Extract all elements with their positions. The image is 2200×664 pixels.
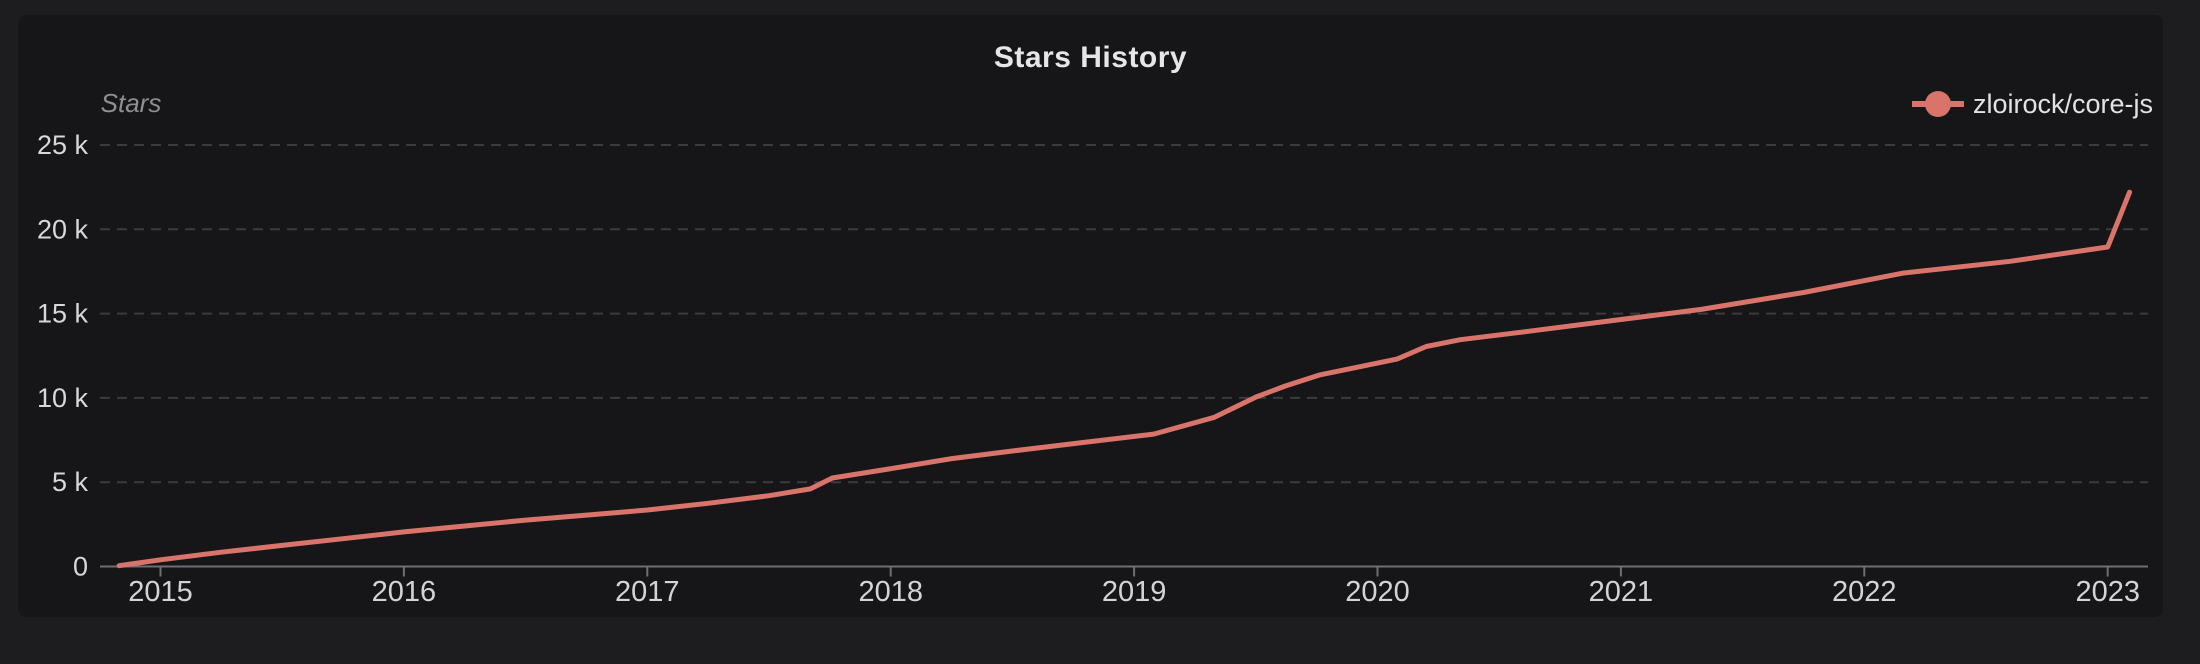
x-tick-label: 2020 xyxy=(1345,576,1410,608)
chart-card: Stars History zloirock/core-js 0 5 k 10 k 1… xyxy=(18,15,2163,617)
x-tick-label: 2017 xyxy=(615,576,680,608)
plot-canvas[interactable]: 0 5 k 10 k 15 k 20 k 25 k Stars 2015 2016 2017 201… xyxy=(18,15,2163,617)
chart-title: Stars History xyxy=(993,41,1188,74)
y-tick-label: 0 xyxy=(73,552,88,582)
y-tick-label: 10 k xyxy=(37,383,89,413)
y-tick-label: 25 k xyxy=(37,130,89,160)
y-tick-label: 20 k xyxy=(37,214,89,244)
legend-series-label: zloirock/core-js xyxy=(1972,88,2153,119)
x-tick-label: 2023 xyxy=(2075,576,2140,608)
x-tick-label: 2018 xyxy=(858,576,923,608)
legend-item[interactable]: zloirock/core-js xyxy=(1911,87,2153,121)
legend-line-marker-icon xyxy=(1911,91,1964,117)
x-tick-label: 2015 xyxy=(128,576,193,608)
y-tick-label: 15 k xyxy=(37,299,89,329)
y-axis-title: Stars xyxy=(101,88,162,118)
series-line[interactable] xyxy=(116,189,2133,569)
x-tick-label: 2022 xyxy=(1832,576,1897,608)
y-tick-label: 5 k xyxy=(52,467,89,497)
x-tick-label: 2016 xyxy=(372,576,437,608)
x-tick-label: 2021 xyxy=(1589,576,1654,608)
x-tick-label: 2019 xyxy=(1102,576,1167,608)
